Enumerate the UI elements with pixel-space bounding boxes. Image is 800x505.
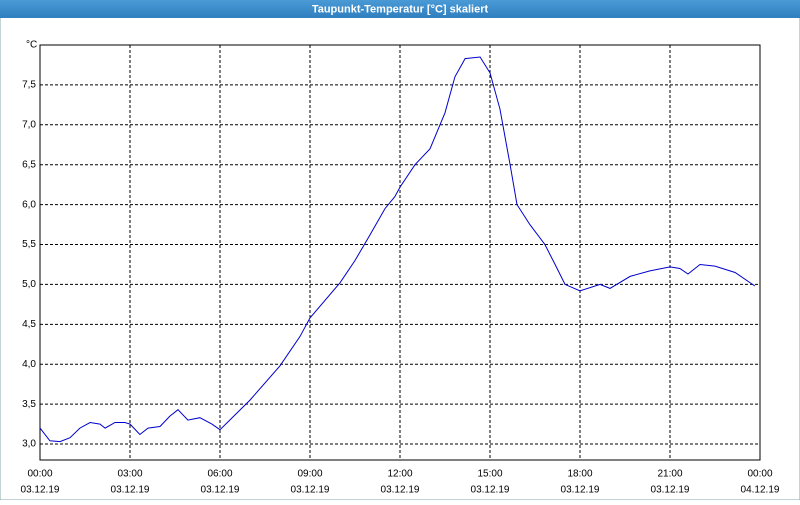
y-tick-label: 5,5 [22, 239, 36, 250]
y-tick-label: 3,5 [22, 399, 36, 410]
x-tick-date: 03.12.19 [561, 485, 600, 496]
y-tick-label: 7,5 [22, 80, 36, 91]
x-tick-label: 03:00 [117, 469, 142, 480]
x-tick-date: 03.12.19 [291, 485, 330, 496]
x-tick-label: 12:00 [387, 469, 412, 480]
x-tick-date: 03.12.19 [381, 485, 420, 496]
x-tick-label: 09:00 [297, 469, 322, 480]
x-tick-label: 06:00 [207, 469, 232, 480]
x-tick-label: 21:00 [657, 469, 682, 480]
x-tick-label: 15:00 [477, 469, 502, 480]
y-tick-label: 6,5 [22, 159, 36, 170]
x-tick-label: 00:00 [27, 469, 52, 480]
x-tick-date: 03.12.19 [111, 485, 150, 496]
data-line [39, 56, 756, 443]
title-bar [0, 0, 800, 18]
y-tick-label: 4,0 [22, 359, 36, 370]
x-tick-label: 00:00 [747, 469, 772, 480]
x-tick-date: 04.12.19 [741, 485, 780, 496]
x-tick-label: 18:00 [567, 469, 592, 480]
chart-title: Taupunkt-Temperatur [°C] skaliert [312, 3, 489, 15]
x-tick-date: 03.12.19 [471, 485, 510, 496]
y-tick-label: 5,0 [22, 279, 36, 290]
y-unit: °C [26, 40, 37, 51]
y-tick-label: 7,0 [22, 119, 36, 130]
x-tick-date: 03.12.19 [201, 485, 240, 496]
y-tick-label: 6,0 [22, 199, 36, 210]
x-tick-date: 03.12.19 [651, 485, 690, 496]
y-tick-label: 3,0 [22, 439, 36, 450]
x-tick-date: 03.12.19 [21, 485, 60, 496]
y-tick-label: 4,5 [22, 319, 36, 330]
